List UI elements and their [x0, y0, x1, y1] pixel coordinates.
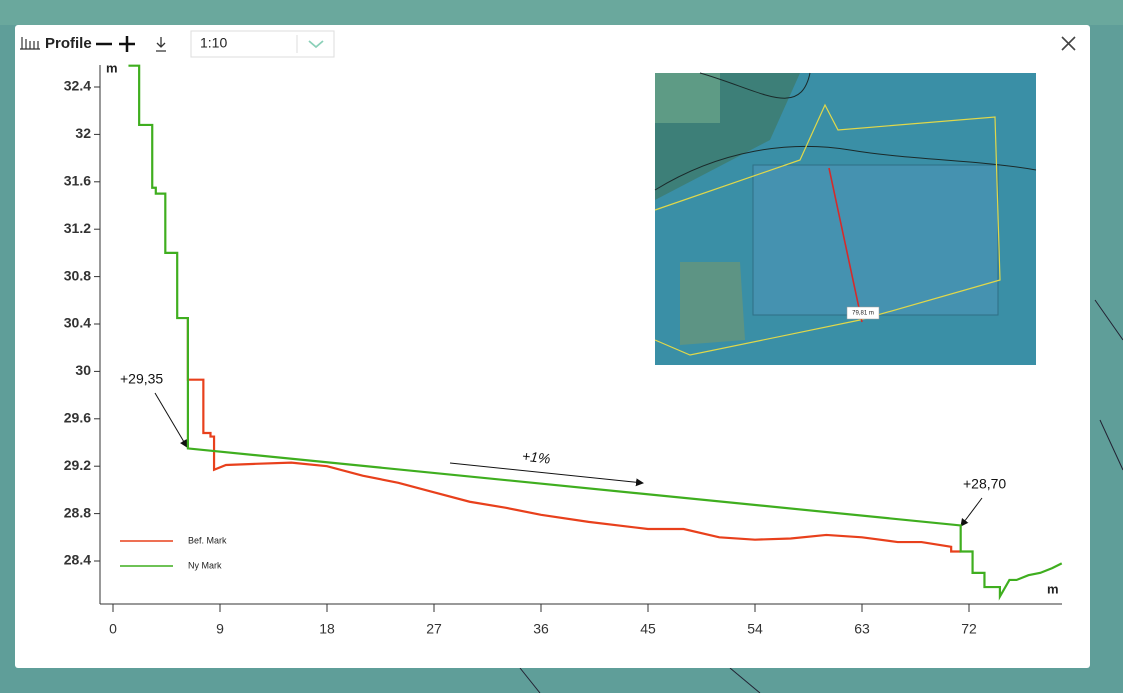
annotation-end: +28,70 — [963, 476, 1006, 492]
y-tick-label: 28.8 — [64, 504, 91, 520]
y-tick-label: 29.2 — [64, 457, 91, 473]
x-tick-label: 27 — [426, 621, 442, 637]
y-tick-label: 30.8 — [64, 267, 91, 283]
x-tick-label: 45 — [640, 621, 656, 637]
map-strip — [0, 0, 1123, 25]
y-tick-label: 31.2 — [64, 220, 91, 236]
y-tick-label: 31.6 — [64, 173, 91, 189]
y-tick-label: 28.4 — [64, 552, 91, 568]
y-tick-label: 32 — [75, 125, 91, 141]
screen: Profile 1:10 79,81 m m m +29,35 +28,70 +… — [0, 0, 1123, 693]
x-tick-label: 18 — [319, 621, 335, 637]
y-tick-label: 29.6 — [64, 410, 91, 426]
inset-distance-label: 79,81 m — [852, 311, 874, 317]
x-tick-label: 54 — [747, 621, 763, 637]
annotation-slope: +1% — [521, 448, 551, 467]
x-tick-label: 9 — [216, 621, 224, 637]
x-tick-label: 0 — [109, 621, 117, 637]
toolbar-title: Profile — [45, 35, 92, 52]
legend-label: Ny Mark — [188, 560, 222, 570]
x-tick-label: 63 — [854, 621, 870, 637]
x-tick-label: 36 — [533, 621, 549, 637]
x-axis-unit: m — [1047, 581, 1059, 596]
scale-value: 1:10 — [200, 35, 227, 51]
legend-label: Bef. Mark — [188, 535, 227, 545]
y-tick-label: 32.4 — [64, 78, 91, 94]
x-tick-label: 72 — [961, 621, 977, 637]
inset-map: 79,81 m — [655, 73, 1036, 365]
y-axis-unit: m — [106, 60, 118, 75]
annotation-start: +29,35 — [120, 371, 163, 387]
y-tick-label: 30.4 — [64, 315, 91, 331]
y-tick-label: 30 — [75, 362, 91, 378]
